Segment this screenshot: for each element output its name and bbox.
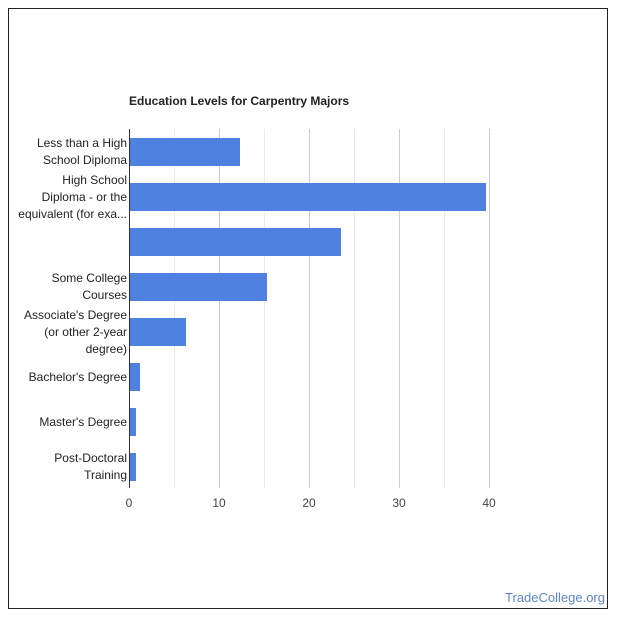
category-label: Associate's Degree (or other 2-year degree… — [5, 307, 127, 356]
bar[interactable] — [129, 183, 486, 211]
chart-frame — [8, 8, 608, 609]
category-label: Master's Degree — [5, 400, 127, 445]
category-label-line: High School — [62, 172, 127, 187]
bar[interactable] — [129, 408, 136, 436]
x-tick-label: 30 — [392, 496, 406, 510]
category-label-line: Diploma - or the — [41, 189, 127, 204]
category-label-line: (or other 2-year — [44, 324, 127, 339]
x-tick-label: 10 — [212, 496, 226, 510]
gridline — [444, 129, 445, 488]
bar[interactable] — [129, 273, 267, 301]
category-label-line: Associate's Degree — [23, 307, 127, 322]
category-label: Post-Doctoral Training — [5, 445, 127, 490]
y-axis-line — [129, 129, 130, 488]
bar[interactable] — [129, 318, 186, 346]
chart-title: Education Levels for Carpentry Majors — [129, 94, 350, 108]
watermark: TradeCollege.org — [505, 590, 605, 605]
category-label-line: Some College — [51, 271, 127, 285]
gridline — [489, 129, 490, 488]
category-label-line: School Diploma — [42, 153, 127, 167]
bar[interactable] — [129, 363, 140, 391]
x-tick-label: 20 — [302, 496, 316, 510]
gridline — [309, 129, 310, 488]
x-tick-label: 40 — [482, 496, 496, 510]
category-label: Less than a High School Diploma — [5, 130, 127, 175]
gridline — [399, 129, 400, 488]
gridline — [174, 129, 175, 488]
gridline — [219, 129, 220, 488]
category-label-line: Bachelor's Degree — [28, 369, 127, 384]
category-label: High School Diploma - or the equivalent (f… — [5, 172, 127, 221]
plot-area — [129, 129, 490, 488]
bar[interactable] — [129, 138, 240, 166]
x-tick-label: 0 — [125, 496, 133, 510]
category-label-line: degree) — [85, 341, 127, 356]
bar[interactable] — [129, 228, 341, 256]
category-label-line: Post-Doctoral — [54, 451, 127, 465]
category-label — [5, 220, 127, 265]
category-label-line: equivalent (for exa... — [18, 206, 127, 221]
bar[interactable] — [129, 453, 136, 481]
category-label: Some College Courses — [5, 265, 127, 310]
gridline — [354, 129, 355, 488]
category-label-line: Less than a High — [36, 136, 127, 150]
category-label: Bachelor's Degree — [5, 355, 127, 400]
category-label-line: Courses — [82, 288, 127, 302]
category-label-line: Training — [84, 468, 127, 482]
gridline — [264, 129, 265, 488]
category-label-line: Master's Degree — [39, 414, 127, 429]
